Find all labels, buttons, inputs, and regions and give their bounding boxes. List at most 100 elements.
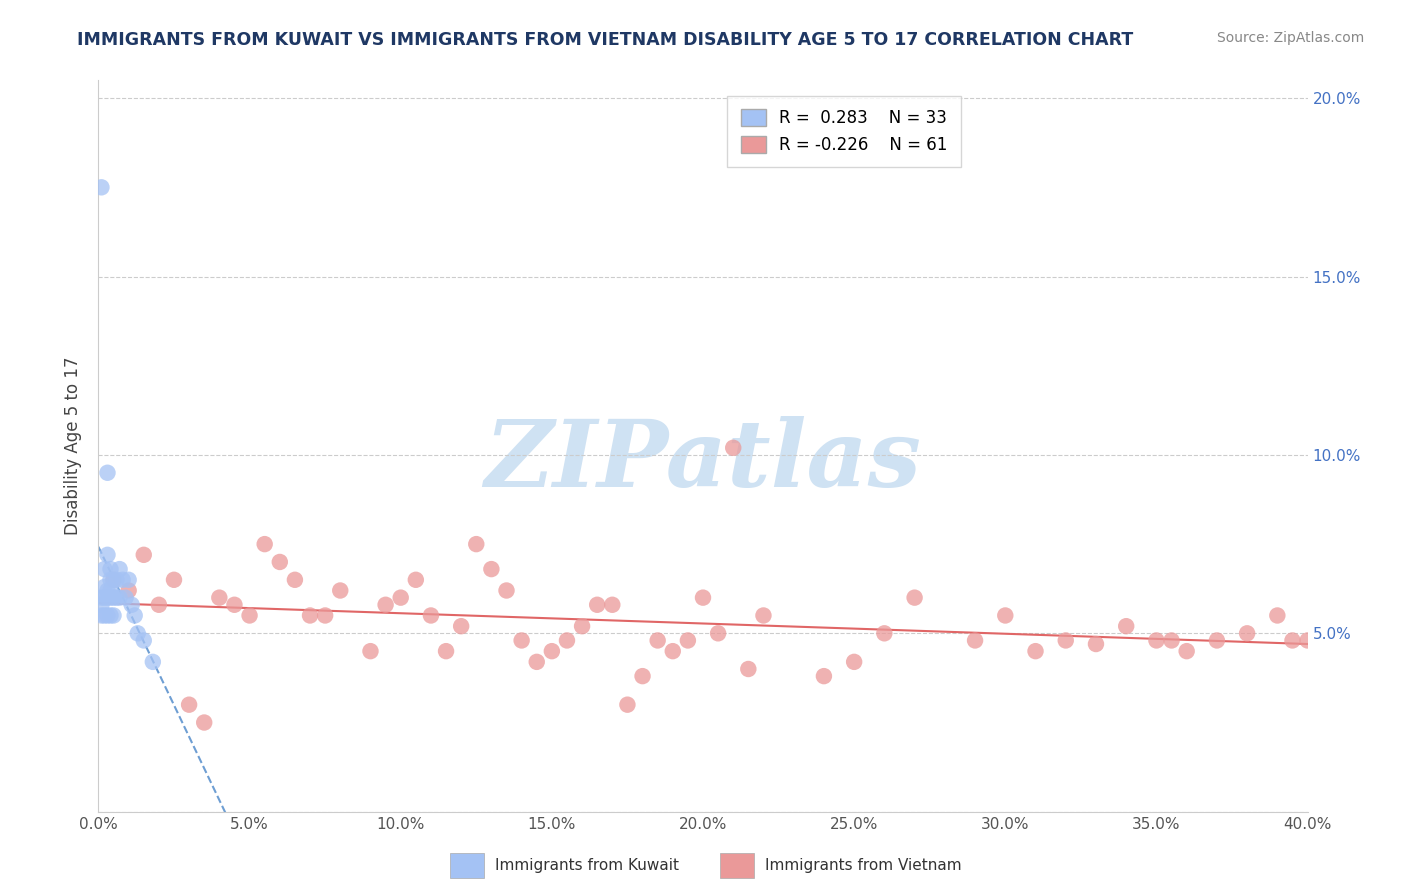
Point — [100, 591, 122, 605]
Point — [813, 669, 835, 683]
Text: Immigrants from Kuwait: Immigrants from Kuwait — [495, 858, 679, 872]
Text: ZIPatlas: ZIPatlas — [485, 416, 921, 506]
Point — [873, 626, 896, 640]
Point — [965, 633, 987, 648]
Point — [100, 583, 122, 598]
Point — [132, 633, 155, 648]
Point — [100, 608, 122, 623]
Point — [723, 441, 745, 455]
Point — [1267, 608, 1289, 623]
Y-axis label: Disability Age 5 to 17: Disability Age 5 to 17 — [65, 357, 83, 535]
Point — [100, 562, 122, 576]
Point — [1085, 637, 1108, 651]
Point — [239, 608, 262, 623]
Text: Source: ZipAtlas.com: Source: ZipAtlas.com — [1216, 31, 1364, 45]
Point — [1144, 633, 1167, 648]
Point — [434, 644, 457, 658]
Point — [1115, 619, 1137, 633]
Point — [114, 591, 136, 605]
Point — [103, 591, 125, 605]
Point — [555, 633, 578, 648]
Point — [142, 655, 165, 669]
Point — [118, 573, 141, 587]
Point — [360, 644, 382, 658]
Point — [661, 644, 683, 658]
Point — [179, 698, 201, 712]
Point — [127, 626, 149, 640]
Point — [100, 573, 122, 587]
Point — [904, 591, 927, 605]
Point — [586, 598, 609, 612]
Point — [90, 608, 112, 623]
Point — [314, 608, 336, 623]
Point — [103, 573, 125, 587]
Point — [1160, 633, 1182, 648]
Point — [93, 591, 115, 605]
Point — [108, 562, 131, 576]
Point — [96, 591, 118, 605]
Point — [616, 698, 638, 712]
Point — [994, 608, 1017, 623]
Point — [540, 644, 562, 658]
Point — [124, 608, 146, 623]
Legend: R =  0.283    N = 33, R = -0.226    N = 61: R = 0.283 N = 33, R = -0.226 N = 61 — [727, 96, 960, 168]
Point — [526, 655, 548, 669]
Point — [692, 591, 714, 605]
Point — [105, 591, 128, 605]
Point — [631, 669, 654, 683]
Point — [405, 573, 427, 587]
Point — [121, 598, 143, 612]
Point — [465, 537, 488, 551]
Point — [96, 608, 118, 623]
Point — [420, 608, 443, 623]
Point — [374, 598, 396, 612]
Point — [571, 619, 593, 633]
Point — [269, 555, 291, 569]
Point — [389, 591, 412, 605]
Point — [90, 598, 112, 612]
Bar — [720, 853, 754, 878]
Point — [510, 633, 533, 648]
Point — [602, 598, 624, 612]
Point — [96, 583, 118, 598]
Point — [208, 591, 231, 605]
Point — [1206, 633, 1229, 648]
Text: Immigrants from Vietnam: Immigrants from Vietnam — [765, 858, 962, 872]
Point — [90, 180, 112, 194]
Point — [1281, 633, 1303, 648]
Point — [163, 573, 186, 587]
Point — [193, 715, 215, 730]
Point — [93, 608, 115, 623]
Point — [707, 626, 730, 640]
Point — [329, 583, 352, 598]
Point — [118, 583, 141, 598]
Point — [148, 598, 170, 612]
Point — [253, 537, 276, 551]
Text: IMMIGRANTS FROM KUWAIT VS IMMIGRANTS FROM VIETNAM DISABILITY AGE 5 TO 17 CORRELA: IMMIGRANTS FROM KUWAIT VS IMMIGRANTS FRO… — [77, 31, 1133, 49]
Point — [481, 562, 503, 576]
Point — [108, 591, 131, 605]
Point — [132, 548, 155, 562]
Point — [450, 619, 472, 633]
Point — [1054, 633, 1077, 648]
Bar — [450, 853, 484, 878]
Point — [647, 633, 669, 648]
Point — [96, 548, 118, 562]
Point — [299, 608, 322, 623]
Point — [96, 466, 118, 480]
Point — [105, 573, 128, 587]
Point — [676, 633, 699, 648]
Point — [1024, 644, 1046, 658]
Point — [1175, 644, 1198, 658]
Point — [90, 591, 112, 605]
Point — [111, 573, 134, 587]
Point — [752, 608, 775, 623]
Point — [103, 608, 125, 623]
Point — [844, 655, 866, 669]
Point — [737, 662, 759, 676]
Point — [103, 573, 125, 587]
Point — [1296, 633, 1319, 648]
Point — [1236, 626, 1258, 640]
Point — [93, 580, 115, 594]
Point — [495, 583, 517, 598]
